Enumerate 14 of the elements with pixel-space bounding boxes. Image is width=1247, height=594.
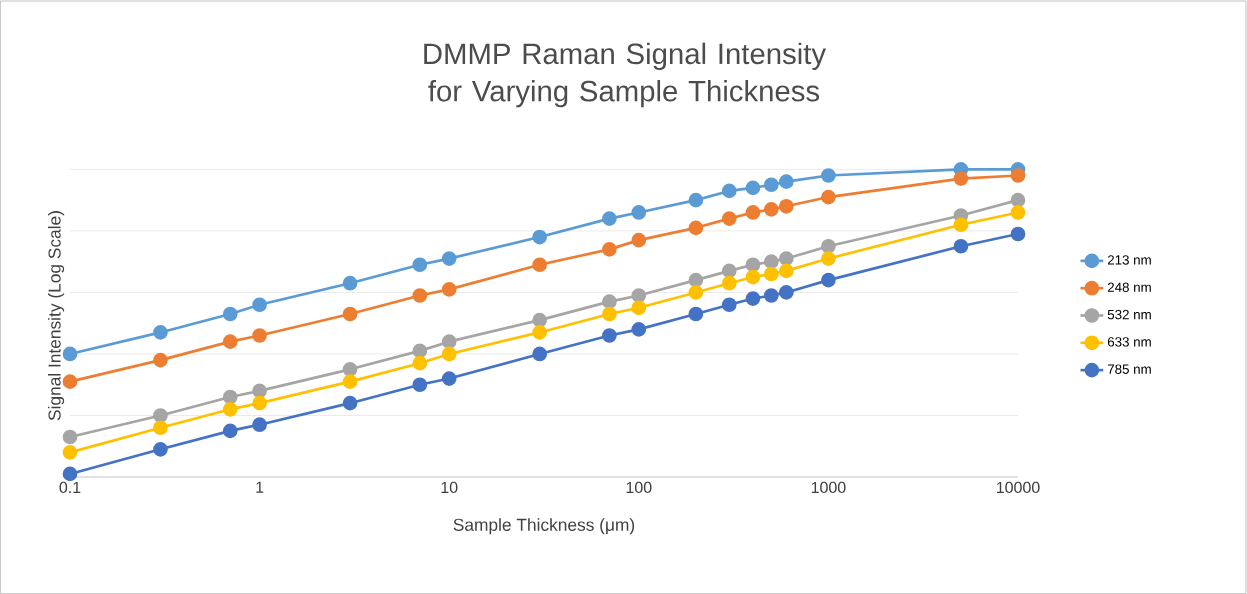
legend-label: 633 nm: [1107, 337, 1151, 347]
legend-label: 213 nm: [1107, 255, 1151, 265]
x-tick-label: 100: [626, 481, 652, 494]
legend-label: 248 nm: [1107, 282, 1151, 292]
legend-label: 785 nm: [1107, 364, 1151, 374]
y-axis-title: Signal Intensity (Log Scale): [47, 211, 65, 421]
legend-label: 532 nm: [1107, 309, 1151, 320]
x-tick-label: 0.1: [59, 481, 81, 494]
chart-title: DMMP Raman Signal Intensity for Varying Sample Thickness: [424, 42, 827, 108]
x-axis-title: Sample Thickness (μm): [453, 518, 635, 535]
x-tick-label: 1000: [811, 481, 846, 494]
x-tick-label: 10000: [996, 481, 1040, 494]
x-tick-label: 1: [256, 481, 264, 493]
x-tick-label: 10: [441, 481, 458, 494]
